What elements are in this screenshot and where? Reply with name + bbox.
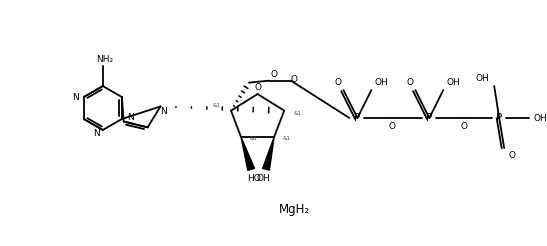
Text: P: P	[354, 113, 360, 123]
Text: N: N	[127, 113, 134, 122]
Polygon shape	[241, 138, 254, 170]
Text: &1: &1	[293, 111, 301, 116]
Text: MgH₂: MgH₂	[279, 203, 310, 216]
Text: &1: &1	[213, 103, 221, 108]
Text: &1: &1	[283, 136, 291, 141]
Text: OH: OH	[256, 174, 270, 183]
Text: O: O	[254, 83, 261, 92]
Text: P: P	[496, 113, 502, 123]
Text: OH: OH	[375, 77, 388, 87]
Text: NH₂: NH₂	[96, 55, 113, 64]
Text: O: O	[290, 75, 298, 84]
Text: N: N	[160, 107, 167, 116]
Text: O: O	[407, 77, 414, 87]
Text: OH: OH	[533, 113, 547, 123]
Text: HO: HO	[247, 174, 261, 183]
Text: O: O	[461, 123, 468, 132]
Text: N: N	[72, 92, 79, 102]
Text: O: O	[509, 152, 516, 160]
Text: O: O	[389, 123, 396, 132]
Text: O: O	[270, 70, 277, 79]
Text: OH: OH	[475, 74, 489, 83]
Polygon shape	[263, 138, 274, 170]
Text: N: N	[94, 129, 100, 138]
Text: OH: OH	[446, 77, 460, 87]
Text: P: P	[426, 113, 433, 123]
Text: &1: &1	[249, 136, 257, 141]
Text: O: O	[335, 77, 342, 87]
